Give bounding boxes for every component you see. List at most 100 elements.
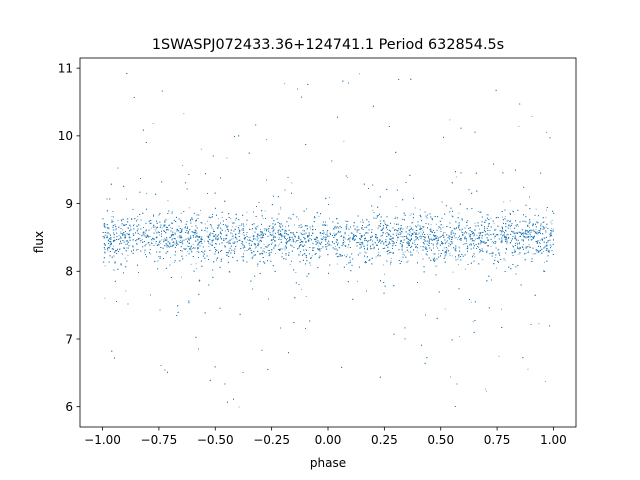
data-point [196, 235, 197, 237]
data-point [213, 229, 214, 231]
data-point [298, 218, 299, 220]
data-point [402, 252, 404, 254]
data-point [545, 216, 547, 218]
data-point [247, 239, 248, 241]
data-point [226, 242, 228, 243]
data-point [329, 197, 330, 198]
data-point [493, 233, 495, 235]
data-point [442, 227, 444, 228]
data-point [170, 257, 171, 258]
data-point [546, 209, 547, 211]
data-point [121, 253, 123, 255]
data-point [190, 237, 192, 239]
data-point [179, 235, 181, 237]
data-point [234, 222, 235, 224]
data-point [124, 257, 126, 259]
data-point [177, 236, 179, 238]
data-point [474, 238, 476, 240]
data-point [283, 247, 285, 249]
data-point [485, 390, 487, 392]
data-point [382, 232, 383, 234]
data-point [347, 177, 349, 178]
data-point [231, 233, 233, 235]
data-point [427, 244, 429, 246]
data-point [420, 246, 422, 247]
data-point [436, 236, 438, 237]
data-point [527, 368, 529, 370]
data-point [262, 217, 264, 219]
data-point [540, 243, 541, 244]
data-point [142, 233, 144, 235]
data-point [444, 232, 446, 233]
data-point [387, 233, 390, 236]
data-point [178, 225, 180, 227]
data-point [329, 235, 330, 237]
data-point [182, 165, 184, 166]
data-point [187, 251, 189, 252]
data-point [230, 218, 232, 220]
data-point [454, 249, 456, 251]
data-point [274, 224, 276, 226]
data-point [122, 229, 124, 231]
data-point [263, 248, 265, 249]
data-point [512, 245, 513, 247]
data-point [311, 255, 313, 257]
data-point [119, 249, 120, 251]
data-point [458, 246, 460, 248]
data-point [152, 123, 154, 124]
data-point [196, 251, 198, 252]
data-point [104, 297, 106, 299]
data-point [551, 219, 553, 221]
data-point [238, 225, 240, 226]
data-point [422, 229, 424, 231]
data-point [185, 248, 187, 250]
data-point [387, 229, 388, 230]
data-point [551, 223, 553, 225]
data-point [155, 236, 158, 239]
data-point [383, 242, 385, 243]
data-point [284, 235, 286, 237]
data-point [371, 248, 373, 249]
data-point [396, 232, 398, 234]
data-point [249, 236, 251, 238]
data-point [231, 235, 233, 237]
data-point [519, 242, 520, 243]
data-point [390, 258, 392, 260]
data-point [178, 241, 180, 242]
data-point [257, 244, 259, 246]
data-point [372, 209, 374, 211]
data-point [504, 216, 506, 218]
data-point [264, 210, 266, 212]
data-point [481, 249, 483, 251]
data-point [518, 253, 520, 255]
data-point [226, 157, 228, 159]
data-point [257, 265, 259, 267]
data-point [474, 256, 476, 258]
data-point [185, 255, 187, 257]
data-point [226, 255, 227, 256]
data-point [449, 255, 451, 256]
data-point [442, 234, 444, 237]
data-point [550, 234, 553, 237]
data-point [454, 237, 456, 239]
data-point [270, 239, 273, 242]
data-point [286, 238, 288, 239]
data-point [479, 228, 480, 230]
data-point [267, 250, 269, 251]
data-point [113, 237, 115, 238]
data-point [424, 240, 426, 241]
data-point [120, 219, 122, 221]
data-point [508, 234, 509, 236]
data-point [531, 116, 533, 117]
data-point [523, 232, 525, 234]
data-point [175, 233, 176, 235]
data-point [443, 247, 445, 249]
data-point [344, 231, 346, 233]
data-point [326, 236, 327, 238]
data-point [221, 239, 222, 241]
data-point [261, 236, 264, 239]
data-point [333, 234, 336, 237]
data-point [264, 233, 266, 234]
data-point [158, 251, 160, 253]
data-point [301, 288, 303, 290]
